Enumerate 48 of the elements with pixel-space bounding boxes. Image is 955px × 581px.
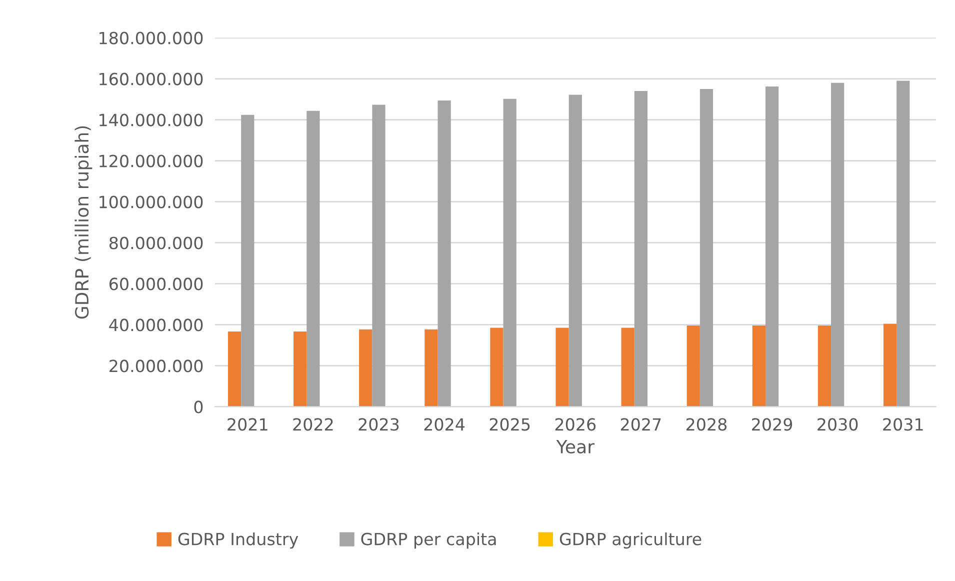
y-tick-label: 100.000.000 [100,196,203,208]
y-tick-label: 60.000.000 [110,278,203,290]
bar [503,98,516,407]
y-axis-title: GDRP (million rupiah) [74,126,92,319]
y-tick-label: 20.000.000 [110,360,203,372]
x-tick-label: 2026 [555,418,596,431]
bar [883,324,897,407]
y-tick-label: 0 [194,400,203,414]
bar [424,329,438,407]
y-tick-label: 160.000.000 [100,72,203,86]
y-tick-label: 80.000.000 [109,236,203,250]
bar [556,328,569,407]
legend-label: GDRP per capita [361,532,496,549]
bar [752,326,766,407]
y-tick-label: 180.000.000 [100,32,203,44]
bar [621,328,634,407]
x-tick-label: 2027 [620,418,661,431]
bar [228,331,242,407]
x-tick-label: 2022 [293,418,333,431]
bar [568,94,582,407]
y-tick-label: 40.000.000 [109,318,203,332]
x-tick-label: 2021 [228,418,268,431]
bar [686,326,700,407]
x-tick-label: 2028 [686,418,727,431]
bar [831,82,844,407]
bar [700,89,714,407]
bar [490,328,504,407]
x-tick-label: 2030 [818,418,858,431]
x-tick-label: 2025 [490,418,530,431]
bar [372,104,386,407]
bar [896,80,910,407]
legend-label: GDRP agriculture [560,532,702,549]
bar [294,331,307,407]
y-tick-label: 120.000.000 [100,154,203,168]
bar [241,114,254,407]
bar [438,100,451,407]
x-tick-label: 2031 [883,418,923,431]
legend-label: GDRP Industry [178,532,298,549]
bar [306,110,320,407]
x-axis-title: Year [556,440,595,454]
x-tick-label: 2024 [424,418,465,431]
y-tick-label: 140.000.000 [100,114,203,126]
x-tick-label: 2023 [358,418,399,431]
bar [765,86,779,407]
bar [359,329,372,407]
bar [818,326,832,407]
bar [634,91,648,407]
x-tick-label: 2029 [752,418,792,431]
